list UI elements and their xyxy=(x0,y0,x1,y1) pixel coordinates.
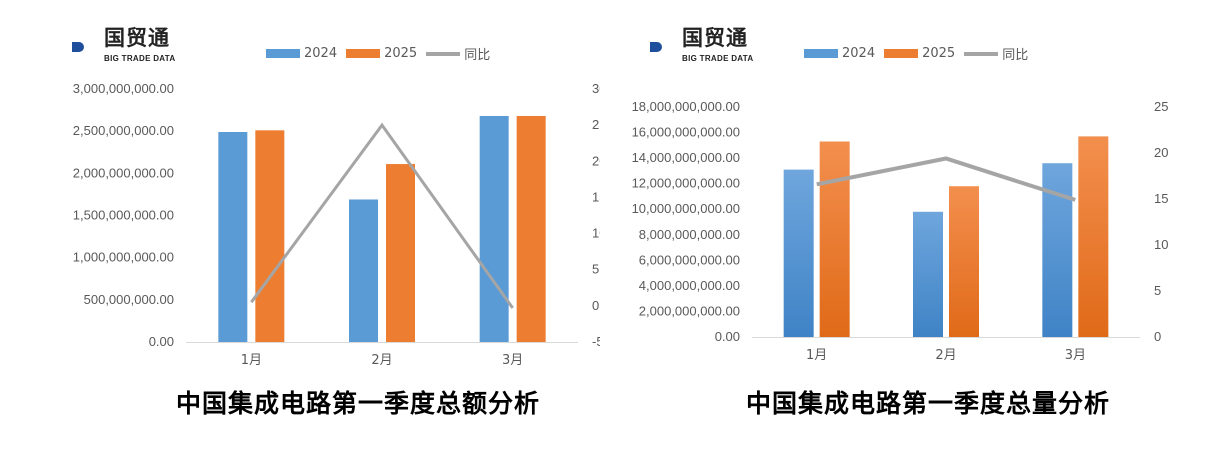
y-axis-tick-label: 2,000,000,000.00 xyxy=(639,303,740,318)
bar-line-chart-total-volume: 0.00 2,000,000,000.00 4,000,000,000.00 6,00… xyxy=(632,99,1169,363)
brand-logo: 国贸通 BIG TRADE DATA xyxy=(58,26,175,68)
chart-legend: 2024 2025 同比 xyxy=(266,44,499,63)
bar-line-chart-total-value: 0.00 500,000,000.00 1,000,000,000.00 1,500,… xyxy=(73,81,600,368)
x-axis-tick-label: 1月 xyxy=(806,348,827,363)
bar-2025 xyxy=(516,115,546,342)
bar-2025 xyxy=(1078,136,1109,337)
y2-axis-tick-label: 20 xyxy=(592,153,600,168)
x-axis-tick-label: 2月 xyxy=(935,348,956,363)
x-axis-tick-label: 2月 xyxy=(371,353,392,368)
y2-axis-tick-label: 0 xyxy=(1154,329,1161,344)
bar-2025 xyxy=(255,130,285,342)
y2-axis-tick-label: 5 xyxy=(1154,283,1161,298)
legend-item-2024: 2024 xyxy=(804,46,875,61)
bar-2025 xyxy=(386,164,415,342)
legend-item-2024: 2024 xyxy=(266,46,337,61)
x-axis-tick-label: 3月 xyxy=(1065,348,1086,363)
y2-axis-tick-label: 10 xyxy=(1154,237,1168,252)
legend-label-2025: 2025 xyxy=(384,46,418,61)
x-axis-tick-label: 1月 xyxy=(241,353,262,368)
chart-title: 中国集成电路第一季度总量分析 xyxy=(746,389,1111,418)
y-axis-tick-label: 1,000,000,000.00 xyxy=(73,250,174,265)
y2-axis-tick-label: 25 xyxy=(1154,99,1168,114)
y-axis-tick-label: 2,500,000,000.00 xyxy=(73,123,174,138)
brand-logo: 国贸通 BIG TRADE DATA xyxy=(636,26,753,68)
chart-legend: 2024 2025 同比 xyxy=(804,44,1037,63)
y-axis-tick-label: 12,000,000,000.00 xyxy=(632,176,740,191)
y-axis-tick-label: 3,000,000,000.00 xyxy=(73,81,174,96)
y-axis-tick-label: 8,000,000,000.00 xyxy=(639,227,740,242)
chart-panel-total-value: 国贸通 BIG TRADE DATA 2024 2025 同比 0.00 500,… xyxy=(0,0,600,455)
legend-item-2025: 2025 xyxy=(884,46,955,61)
x-axis-tick-label: 3月 xyxy=(502,353,523,368)
legend-swatch-2024 xyxy=(266,49,300,58)
legend-swatch-yoy xyxy=(426,51,461,56)
brand-name-cn: 国贸通 xyxy=(104,26,170,50)
bar-2024 xyxy=(218,132,248,342)
legend-label-2024: 2024 xyxy=(304,46,338,61)
legend-item-yoy: 同比 xyxy=(426,44,490,63)
brand-logo-mark-icon xyxy=(60,28,98,66)
y2-axis-tick-label: 15 xyxy=(1154,191,1168,206)
y-axis-tick-label: 2,000,000,000.00 xyxy=(73,165,174,180)
y-axis-tick-label: 16,000,000,000.00 xyxy=(632,125,740,140)
legend-swatch-2025 xyxy=(884,49,919,58)
legend-label-2025: 2025 xyxy=(922,46,956,61)
y-axis-tick-label: 14,000,000,000.00 xyxy=(632,150,740,165)
y-axis-tick-label: 0.00 xyxy=(149,334,174,349)
yoy-line xyxy=(816,156,1076,202)
y-axis-tick-label: 0.00 xyxy=(715,329,740,344)
legend-label-yoy: 同比 xyxy=(464,48,491,63)
chart-title: 中国集成电路第一季度总额分析 xyxy=(176,389,541,418)
legend-item-yoy: 同比 xyxy=(964,44,1028,63)
chart-panel-total-volume: 国贸通 BIG TRADE DATA 2024 2025 同比 xyxy=(612,0,1221,455)
y2-axis-tick-label: 15 xyxy=(592,189,600,204)
bar-2024 xyxy=(783,169,814,337)
y-axis-tick-label: 500,000,000.00 xyxy=(84,292,174,307)
y2-axis-tick-label: -5 xyxy=(592,334,600,349)
y-axis-tick-label: 1,500,000,000.00 xyxy=(73,208,174,223)
y-axis-tick-label: 10,000,000,000.00 xyxy=(632,201,740,216)
brand-name-en: BIG TRADE DATA xyxy=(104,54,176,63)
bar-2025 xyxy=(819,141,850,337)
y-axis-tick-label: 6,000,000,000.00 xyxy=(639,252,740,267)
brand-name-en: BIG TRADE DATA xyxy=(682,54,754,63)
y2-axis-tick-label: 20 xyxy=(1154,145,1168,160)
y-axis-tick-label: 18,000,000,000.00 xyxy=(632,99,740,114)
y2-axis-tick-label: 30 xyxy=(592,81,600,96)
legend-label-2024: 2024 xyxy=(842,46,876,61)
bar-2024 xyxy=(349,199,378,342)
y2-axis-tick-label: 5 xyxy=(592,262,599,277)
bar-2024 xyxy=(913,211,943,337)
legend-swatch-2024 xyxy=(804,49,838,58)
legend-label-yoy: 同比 xyxy=(1002,48,1029,63)
brand-name-cn: 国贸通 xyxy=(682,26,748,50)
bar-2025 xyxy=(949,186,979,337)
y-axis-tick-label: 4,000,000,000.00 xyxy=(639,278,740,293)
legend-swatch-2025 xyxy=(346,49,381,58)
legend-swatch-yoy xyxy=(964,51,999,56)
y2-axis-tick-label: 10 xyxy=(592,226,600,241)
legend-item-2025: 2025 xyxy=(346,46,417,61)
bar-2024 xyxy=(479,115,509,342)
y2-axis-tick-label: 25 xyxy=(592,117,600,132)
yoy-line xyxy=(250,122,514,309)
y2-axis-tick-label: 0 xyxy=(592,298,599,313)
brand-logo-mark-icon xyxy=(638,28,676,66)
